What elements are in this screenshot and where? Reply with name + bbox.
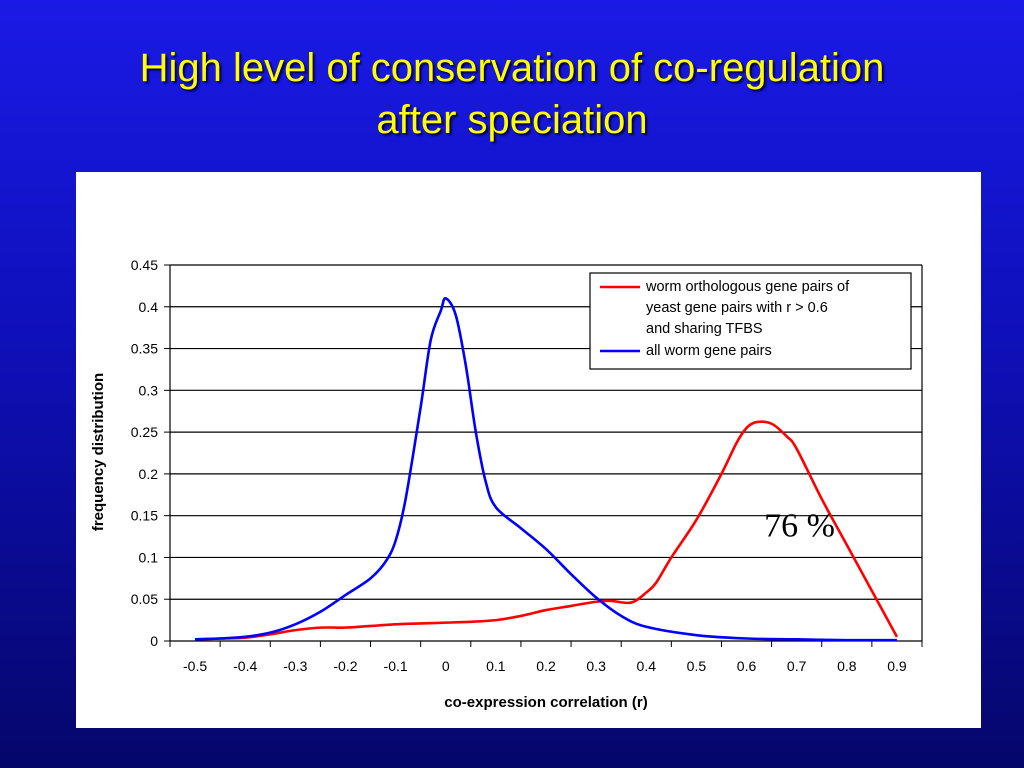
series-line-1 (195, 297, 897, 642)
x-tick-label-14: 0.9 (887, 658, 907, 674)
x-tick-label-8: 0.3 (586, 658, 606, 674)
x-tick-label-2: -0.3 (283, 658, 307, 674)
y-tick-label-4: 0.2 (139, 466, 159, 482)
slide-title: High level of conservation of co-regulat… (0, 42, 1024, 146)
chart-panel: 0 0.05 0.1 0.15 0.2 0.25 0.3 0.35 0.4 0.45 -0.5 -0.… (76, 172, 981, 728)
x-tick-label-3: -0.2 (333, 658, 357, 674)
x-tick-label-13: 0.8 (837, 658, 857, 674)
x-tick-label-10: 0.5 (687, 658, 707, 674)
x-tick-label-1: -0.4 (233, 658, 257, 674)
series-line-0 (195, 420, 899, 641)
gridlines (170, 264, 922, 600)
x-tick-label-5: 0 (442, 658, 450, 674)
x-tick-label-0: -0.5 (183, 658, 207, 674)
legend-label-0-0: worm orthologous gene pairs of (645, 279, 850, 295)
annotation-0: 76 % (764, 508, 835, 545)
x-tick-label-4: -0.1 (384, 658, 408, 674)
x-tick-label-7: 0.2 (536, 658, 556, 674)
series-lines (195, 297, 899, 642)
y-tick-label-9: 0.45 (131, 257, 158, 273)
y-tick-label-5: 0.25 (131, 424, 158, 440)
y-tick-label-6: 0.3 (139, 382, 159, 398)
y-tick-label-0: 0 (150, 633, 158, 649)
axes: 0 0.05 0.1 0.15 0.2 0.25 0.3 0.35 0.4 0.45 -0.5 -0.… (131, 257, 923, 674)
y-tick-label-1: 0.05 (131, 591, 158, 607)
x-tick-label-11: 0.6 (737, 658, 757, 674)
slide-title-line-1: High level of conservation of co-regulat… (139, 46, 885, 90)
x-tick-label-12: 0.7 (787, 658, 807, 674)
slide-title-line-2: after speciation (376, 98, 648, 142)
y-tick-label-8: 0.4 (139, 299, 159, 315)
x-tick-label-9: 0.4 (637, 658, 657, 674)
legend-box (589, 272, 912, 370)
legend-label-1-0: all worm gene pairs (646, 343, 772, 359)
annotations: 76 % (764, 508, 835, 545)
y-tick-label-7: 0.35 (131, 341, 158, 357)
legend: worm orthologous gene pairs of yeast gene… (589, 272, 912, 370)
legend-label-0-2: and sharing TFBS (646, 321, 763, 337)
y-tick-label-3: 0.15 (131, 508, 158, 524)
y-axis-title: frequency distribution (90, 373, 107, 531)
legend-label-0-1: yeast gene pairs with r > 0.6 (646, 300, 828, 316)
y-tick-label-2: 0.1 (139, 549, 159, 565)
x-axis-title: co-expression correlation (r) (444, 694, 647, 711)
line-chart: 0 0.05 0.1 0.15 0.2 0.25 0.3 0.35 0.4 0.45 -0.5 -0.… (90, 257, 923, 711)
x-tick-label-6: 0.1 (486, 658, 506, 674)
